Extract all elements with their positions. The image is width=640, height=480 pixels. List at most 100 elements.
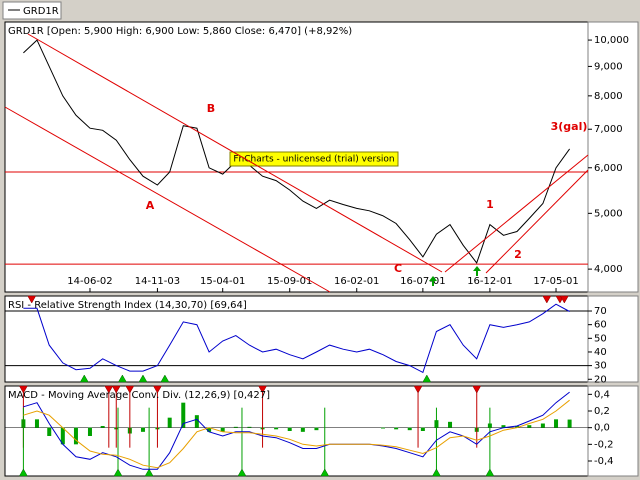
histogram-bar bbox=[194, 415, 199, 428]
annotation: 1 bbox=[486, 198, 494, 211]
buy-signal bbox=[320, 468, 330, 477]
histogram-bar bbox=[73, 427, 78, 445]
y-tick-label: 0,0 bbox=[594, 423, 610, 434]
histogram-bar bbox=[87, 427, 92, 436]
histogram-bar bbox=[100, 426, 105, 428]
trend-line bbox=[444, 154, 589, 273]
sell-signal bbox=[104, 385, 114, 394]
y-tick-label: 0,4 bbox=[594, 389, 610, 400]
x-tick-label: 17-05-01 bbox=[533, 276, 578, 287]
buy-signal bbox=[79, 374, 89, 383]
buy-signal bbox=[144, 468, 154, 477]
buy-signal bbox=[117, 374, 127, 383]
sell-signal bbox=[27, 295, 37, 304]
buy-signal bbox=[138, 374, 148, 383]
histogram-bar bbox=[407, 427, 412, 431]
y-tick-label: 20 bbox=[594, 374, 607, 385]
histogram-bar bbox=[420, 427, 425, 431]
sell-signal bbox=[559, 295, 569, 304]
histogram-bar bbox=[314, 427, 319, 431]
x-tick-label: 15-09-01 bbox=[267, 276, 312, 287]
panel bbox=[4, 295, 589, 383]
histogram-bar bbox=[300, 427, 305, 432]
sell-signal bbox=[542, 295, 552, 304]
histogram-bar bbox=[274, 427, 279, 430]
histogram-bar bbox=[515, 426, 520, 428]
y-tick-label: 0,2 bbox=[594, 406, 610, 417]
y-tick-label: 9,000 bbox=[594, 61, 623, 72]
histogram-bar bbox=[554, 419, 559, 428]
x-tick-label: 15-04-01 bbox=[200, 276, 245, 287]
annotation: 3(gal) bbox=[551, 120, 588, 133]
buy-signal bbox=[485, 468, 495, 477]
histogram-bar bbox=[567, 419, 572, 428]
y-tick-label: -0,4 bbox=[594, 456, 614, 467]
sell-signal bbox=[111, 385, 121, 394]
histogram-bar bbox=[167, 417, 172, 428]
sell-signal bbox=[152, 385, 162, 394]
histogram-bar bbox=[287, 427, 292, 431]
x-tick-label: 16-12-01 bbox=[467, 276, 512, 287]
x-tick-label: 14-06-02 bbox=[67, 276, 112, 287]
y-tick-label: 60 bbox=[594, 320, 607, 331]
histogram-bar bbox=[247, 426, 252, 428]
sell-signal bbox=[18, 385, 28, 394]
tab[interactable] bbox=[2, 1, 62, 20]
histogram-bar bbox=[381, 427, 386, 429]
annotation: A bbox=[146, 199, 155, 212]
buy-signal bbox=[422, 374, 432, 383]
trend-line bbox=[4, 106, 331, 293]
panel-title: RSI - Relative Strength Index (14,30,70)… bbox=[8, 300, 247, 311]
y-tick-label: 7,000 bbox=[594, 124, 623, 135]
watermark: FnCharts - unlicensed (trial) version bbox=[233, 155, 394, 165]
histogram-bar bbox=[47, 427, 52, 436]
histogram-bar bbox=[448, 421, 453, 428]
sell-signal bbox=[125, 385, 135, 394]
y-tick-label: 6,000 bbox=[594, 163, 623, 174]
sell-signal bbox=[258, 385, 267, 394]
tab-label[interactable]: GRD1R bbox=[23, 6, 59, 17]
histogram-bar bbox=[527, 425, 532, 428]
y-tick-label: 10,000 bbox=[594, 35, 629, 46]
histogram-bar bbox=[220, 427, 225, 432]
y-tick-label: 50 bbox=[594, 333, 607, 344]
buy-signal bbox=[432, 468, 441, 477]
axis-area bbox=[587, 295, 639, 383]
buy-signal bbox=[113, 468, 123, 477]
x-tick-label: 16-07-01 bbox=[400, 276, 445, 287]
trend-line bbox=[27, 33, 443, 273]
panel-title: MACD - Moving Average Conv. Div. (12,26,… bbox=[8, 390, 270, 401]
y-tick-label: 4,000 bbox=[594, 264, 623, 275]
histogram-bar bbox=[140, 427, 145, 432]
buy-arrow bbox=[473, 266, 481, 276]
buy-signal bbox=[160, 374, 170, 383]
y-tick-label: 40 bbox=[594, 347, 607, 358]
histogram-bar bbox=[207, 427, 212, 432]
sell-signal bbox=[472, 385, 482, 394]
x-tick-label: 14-11-03 bbox=[135, 276, 180, 287]
sell-signal bbox=[413, 385, 423, 394]
histogram-bar bbox=[181, 402, 186, 428]
y-tick-label: 30 bbox=[594, 361, 607, 372]
trend-lines bbox=[4, 33, 589, 293]
y-tick-label: 8,000 bbox=[594, 91, 623, 102]
axis-area bbox=[587, 21, 639, 293]
y-tick-label: -0,2 bbox=[594, 439, 614, 450]
histogram-bar bbox=[60, 427, 65, 445]
histogram-bar bbox=[233, 426, 238, 428]
watermark-box bbox=[229, 151, 399, 167]
price-line bbox=[23, 39, 571, 264]
y-tick-label: 70 bbox=[594, 306, 607, 317]
buy-arrows bbox=[429, 266, 481, 286]
axis-area bbox=[587, 385, 639, 477]
buy-arrow bbox=[429, 276, 437, 286]
panels: 4,000 5,000 6,000 7,000 8,000 9,000 10,000 14-0… bbox=[4, 21, 639, 477]
annotation: 2 bbox=[514, 248, 522, 261]
buy-signal bbox=[237, 468, 247, 477]
annotation: C bbox=[394, 262, 402, 275]
histogram-bar bbox=[540, 423, 545, 428]
macd-line bbox=[23, 399, 570, 469]
x-tick-label: 16-02-01 bbox=[334, 276, 379, 287]
annotation: B bbox=[207, 102, 215, 115]
